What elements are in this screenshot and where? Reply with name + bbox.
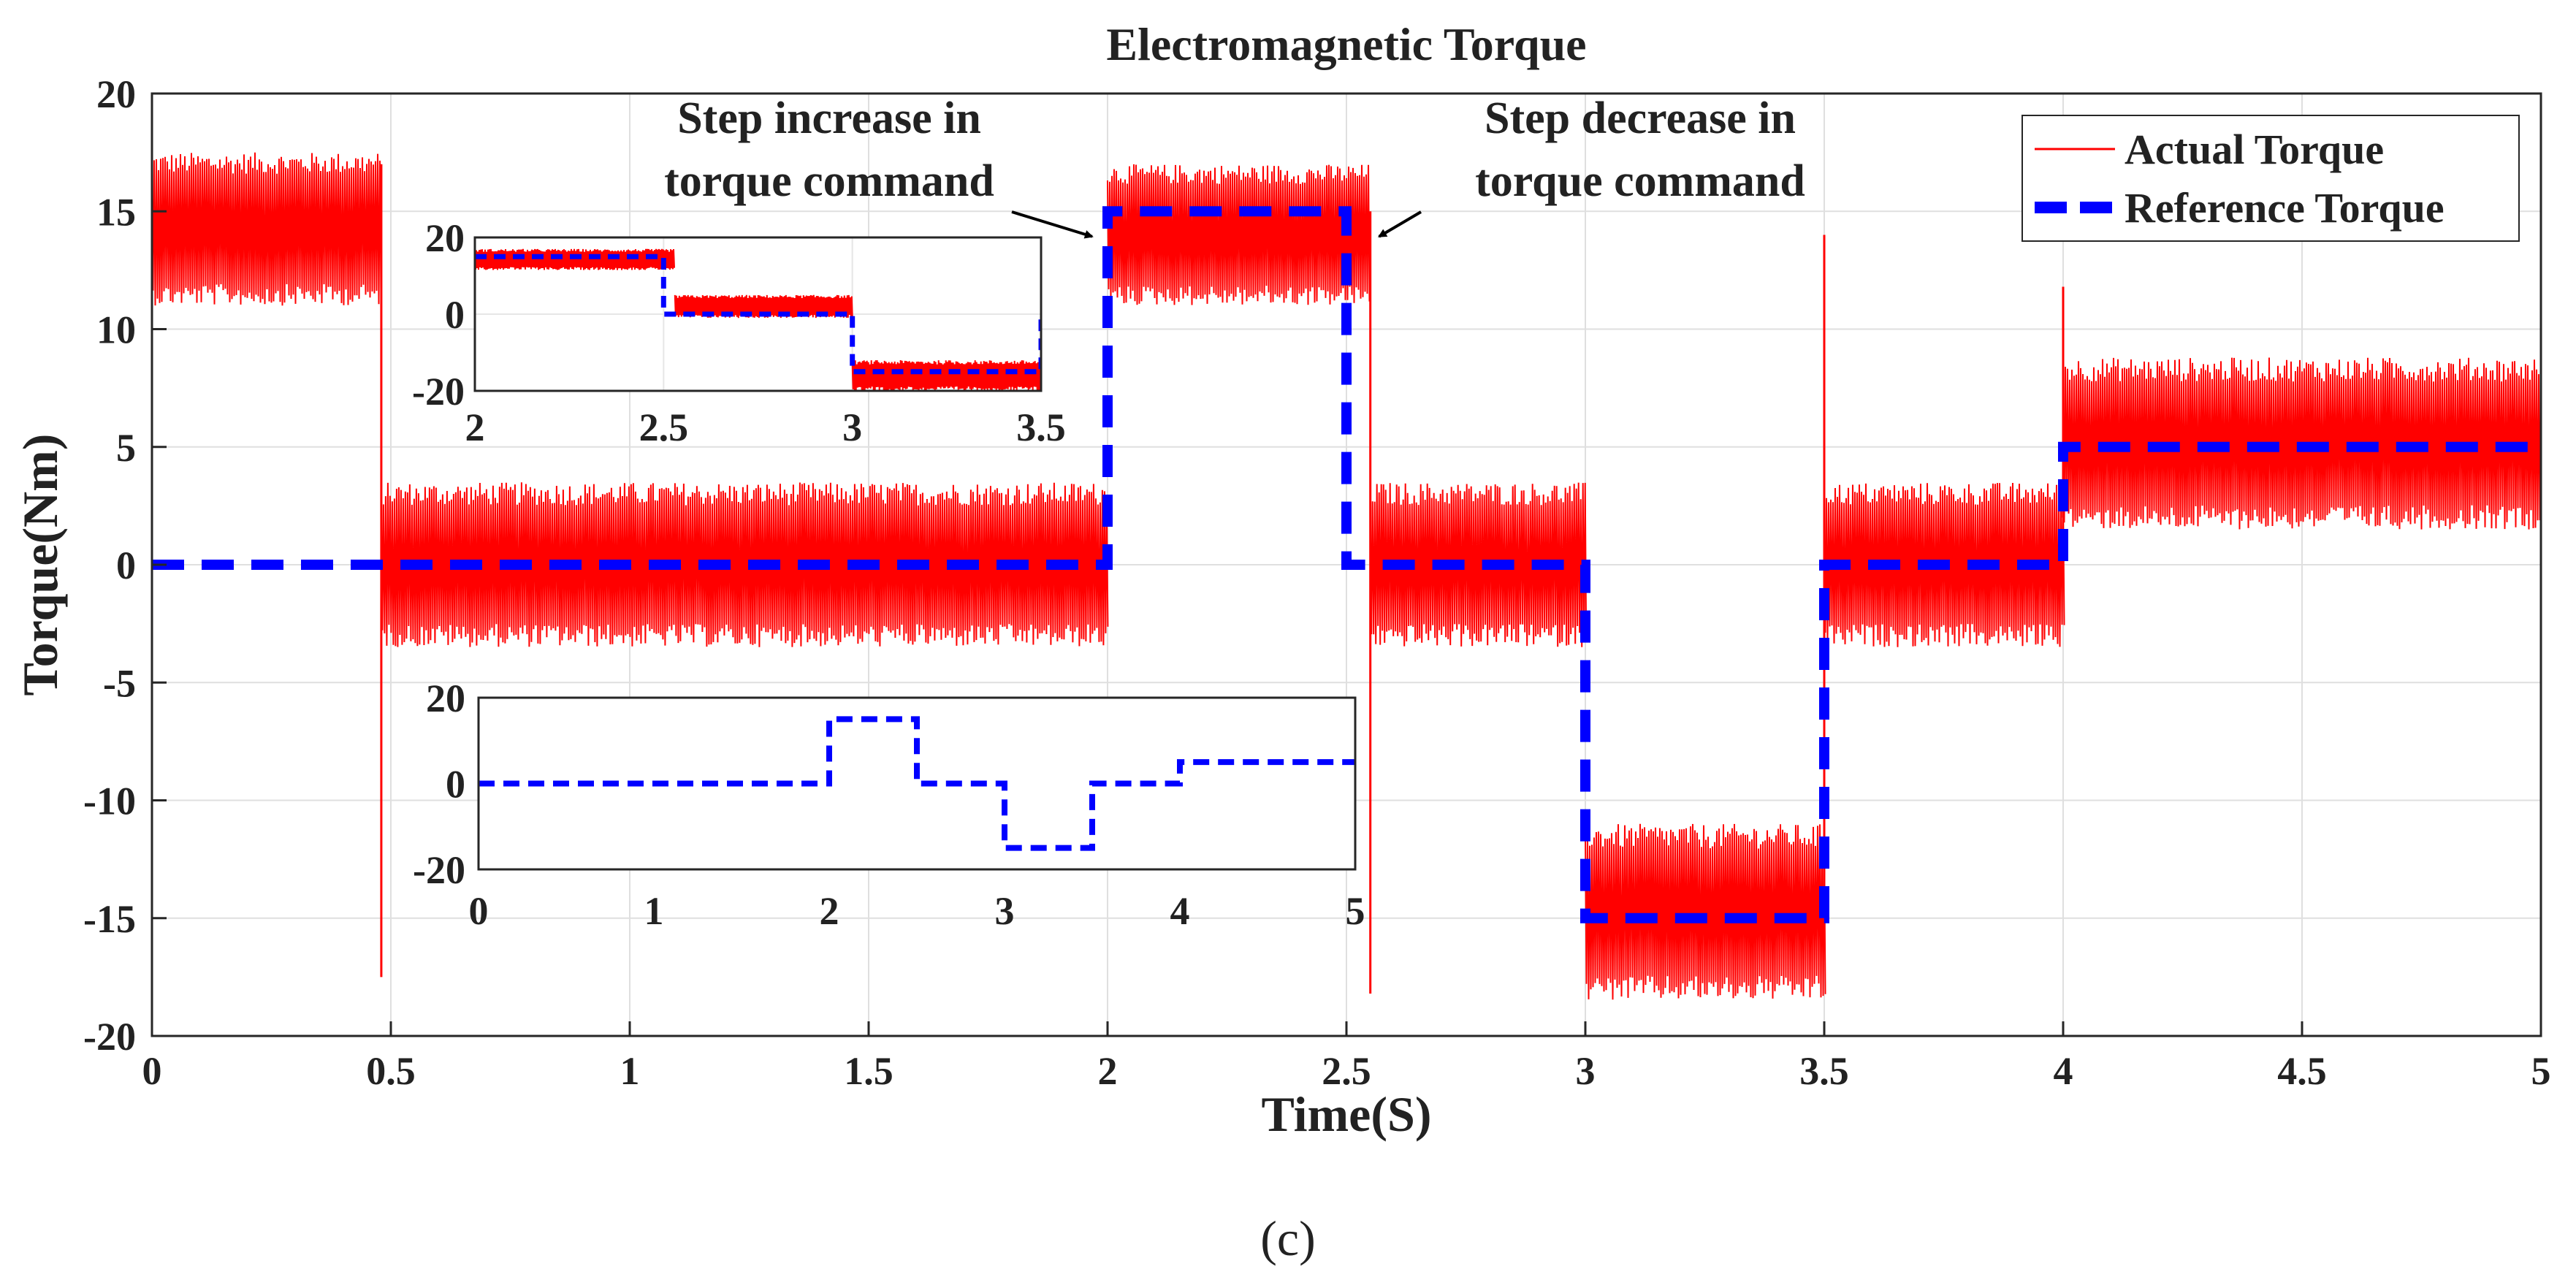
x-tick-label: 0 — [142, 1049, 162, 1093]
inset-zoom-chart: 2 2.5 3 3.5 20 0 -20 — [412, 216, 1066, 449]
annotation-step-decrease-line-2: torque command — [1475, 156, 1805, 206]
inset-zoom-actual-segment — [674, 294, 853, 319]
figure-caption: (c) — [1260, 1211, 1315, 1266]
annotation-step-decrease: Step decrease in torque command — [1377, 94, 1805, 238]
legend-reference-label: Reference Torque — [2125, 184, 2444, 232]
x-tick-label: 5 — [2531, 1049, 2551, 1093]
inset-zoom-ticks: 2 2.5 3 3.5 20 0 -20 — [412, 216, 1066, 449]
inset-reference-line — [479, 716, 1355, 851]
inset-zoom-x-tick-label: 2 — [465, 405, 485, 449]
inset-zoom-actual-segment — [851, 359, 1041, 391]
y-tick-label: -20 — [83, 1015, 136, 1059]
x-tick-label: 3 — [1576, 1049, 1596, 1093]
x-tick-label: 1 — [620, 1049, 640, 1093]
inset-zoom-data — [475, 248, 1041, 391]
y-tick-label: -15 — [83, 897, 136, 941]
y-tick-label: 20 — [96, 72, 136, 116]
inset-reference-y-tick-label: -20 — [413, 848, 465, 892]
inset-zoom-frame — [473, 236, 1043, 392]
annotation-step-increase-line-2: torque command — [664, 156, 994, 206]
inset-zoom-x-tick-label: 2.5 — [639, 405, 689, 449]
annotation-step-decrease-line-1: Step decrease in — [1485, 94, 1796, 143]
y-tick-label: 10 — [96, 308, 136, 352]
y-tick-label: -10 — [83, 780, 136, 823]
actual-torque-segment — [1107, 164, 1371, 305]
actual-torque-segment — [152, 152, 382, 306]
annotation-step-increase-arrow — [1011, 210, 1094, 239]
inset-reference-x-tick-label: 1 — [644, 889, 664, 933]
y-tick-label: 0 — [116, 544, 136, 587]
legend: Actual Torque Reference Torque — [2021, 115, 2520, 242]
inset-reference-x-tick-label: 5 — [1346, 889, 1365, 933]
chart-title: Electromagnetic Torque — [1106, 18, 1586, 70]
x-tick-label: 1.5 — [844, 1049, 893, 1093]
y-tick-label: 15 — [96, 190, 136, 234]
inset-zoom-y-tick-label: -20 — [412, 370, 465, 414]
inset-zoom-actual-segment — [475, 248, 675, 270]
inset-reference-frame — [477, 696, 1357, 871]
inset-zoom-y-tick-label: 20 — [425, 216, 465, 260]
x-axis-label: Time(S) — [1262, 1086, 1432, 1142]
x-tick-label: 4.5 — [2277, 1049, 2327, 1093]
inset-reference-y-tick-label: 20 — [426, 677, 465, 720]
x-tick-label: 2 — [1098, 1049, 1118, 1093]
inset-reference-x-tick-label: 0 — [469, 889, 489, 933]
y-tick-label: -5 — [103, 661, 136, 705]
annotation-step-decrease-arrow — [1377, 210, 1422, 238]
inset-reference-y-tick-label: 0 — [446, 763, 465, 807]
x-tick-label: 0.5 — [366, 1049, 416, 1093]
inset-reference-x-tick-label: 2 — [820, 889, 839, 933]
y-axis-label: Torque(Nm) — [12, 434, 68, 696]
legend-actual-label: Actual Torque — [2125, 126, 2384, 173]
legend-box — [2021, 115, 2520, 242]
reference-torque-line — [152, 206, 2541, 923]
inset-zoom-x-tick-label: 3 — [842, 405, 862, 449]
x-tick-label: 2.5 — [1322, 1049, 1371, 1093]
inset-reference-x-tick-label: 3 — [995, 889, 1015, 933]
x-tick-label: 3.5 — [1799, 1049, 1849, 1093]
inset-reference-x-tick-label: 4 — [1170, 889, 1190, 933]
main-plot-data — [152, 152, 2541, 1000]
annotation-step-increase-line-1: Step increase in — [677, 94, 981, 143]
inset-reference-data — [479, 716, 1355, 851]
annotation-step-increase: Step increase in torque command — [664, 94, 1094, 239]
y-tick-label: 5 — [116, 426, 136, 470]
x-tick-label: 4 — [2054, 1049, 2073, 1093]
inset-zoom-y-tick-label: 0 — [445, 293, 465, 337]
actual-torque-segment — [1369, 482, 1588, 647]
inset-zoom-x-tick-label: 3.5 — [1016, 405, 1066, 449]
